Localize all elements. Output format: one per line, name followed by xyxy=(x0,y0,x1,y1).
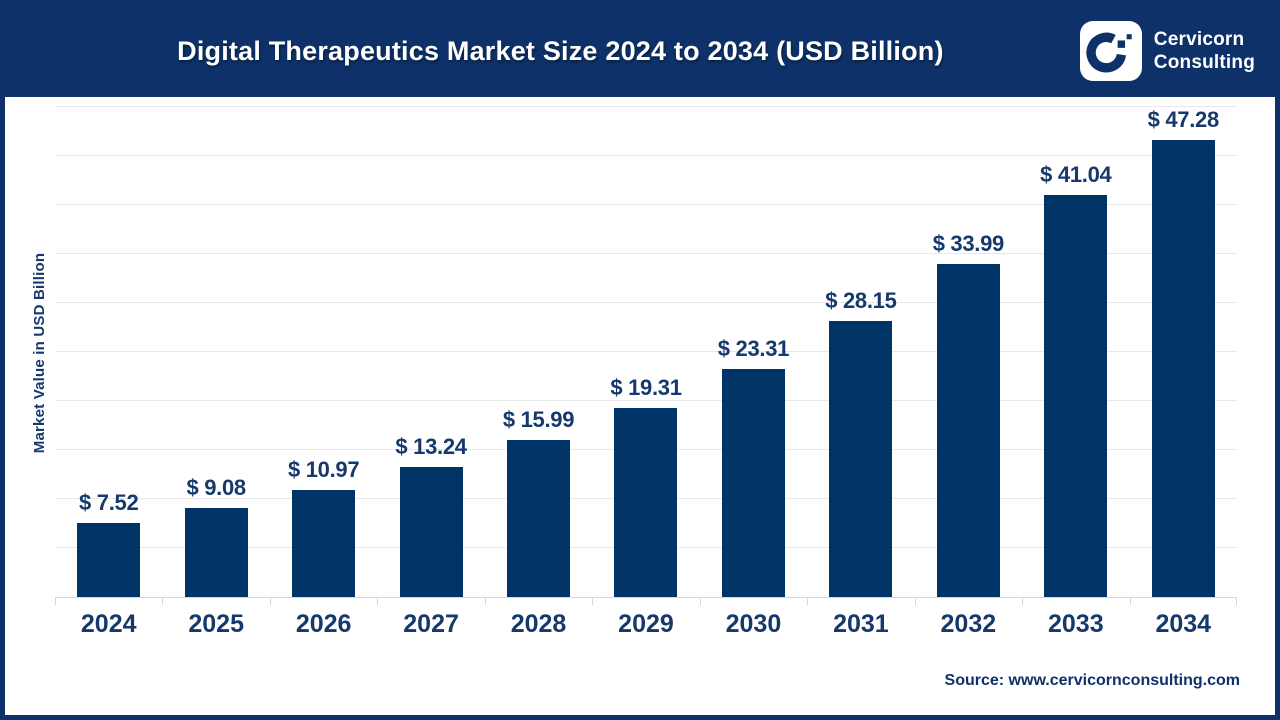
bar-2028 xyxy=(507,440,571,597)
x-axis-tick xyxy=(914,597,916,605)
gridline xyxy=(55,302,1237,303)
brand-name-line1: Cervicorn xyxy=(1153,29,1245,50)
bar-value-label: $ 28.15 xyxy=(825,288,897,314)
bar-value-label: $ 7.52 xyxy=(79,490,139,516)
x-axis-tick-label: 2031 xyxy=(833,610,889,638)
bar-group-2025: $ 9.08 xyxy=(162,107,269,597)
bar-value-label: $ 13.24 xyxy=(395,434,467,460)
bar-group-2032: $ 33.99 xyxy=(915,107,1022,597)
gridline xyxy=(55,204,1237,205)
x-axis-tick xyxy=(699,597,701,605)
y-axis-title: Market Value in USD Billion xyxy=(31,252,48,454)
bar-2025 xyxy=(184,508,248,597)
gridline xyxy=(55,351,1237,352)
bar-series: $ 7.52 $ 9.08 $ 10.97 $ 13.24 $ 15.99 $ 19.31… xyxy=(55,107,1237,597)
bar-2030 xyxy=(721,368,785,597)
bar-value-label: $ 33.99 xyxy=(932,230,1005,256)
bar-2034 xyxy=(1151,140,1215,597)
bar-2027 xyxy=(399,467,463,597)
bar-group-2034: $ 47.28 xyxy=(1130,107,1237,597)
bar-value-label: $ 19.31 xyxy=(610,374,682,400)
gridline xyxy=(55,400,1237,401)
x-axis-tick-label: 2032 xyxy=(940,610,997,638)
bar-2024 xyxy=(77,523,141,597)
bar-group-2033: $ 41.04 xyxy=(1022,107,1129,597)
x-axis-tick-label: 2025 xyxy=(188,610,244,638)
bar-2033 xyxy=(1044,194,1108,597)
x-axis-tick-label: 2024 xyxy=(80,610,137,638)
bar-group-2029: $ 19.31 xyxy=(592,107,699,597)
bar-2031 xyxy=(829,321,893,597)
bar-2032 xyxy=(936,263,1000,597)
x-axis-tick xyxy=(484,597,486,605)
gridline xyxy=(55,106,1237,107)
x-axis-tick-label: 2033 xyxy=(1047,610,1104,638)
gridline xyxy=(55,155,1237,156)
bar-value-label: $ 23.31 xyxy=(717,335,790,361)
x-axis-tick-label: 2034 xyxy=(1155,610,1212,638)
bar-2026 xyxy=(292,489,356,597)
bar-value-label: $ 10.97 xyxy=(287,456,360,482)
x-axis-labels: 2024 2025 2026 2027 2028 2029 2030 2031 2032 2033… xyxy=(55,610,1237,639)
bar-group-2031: $ 28.15 xyxy=(807,107,914,597)
gridline xyxy=(55,253,1237,254)
bar-value-label: $ 47.28 xyxy=(1147,107,1220,132)
x-axis-tick xyxy=(377,597,379,605)
brand-name: Cervicorn Consulting xyxy=(1154,28,1255,74)
bar-group-2028: $ 15.99 xyxy=(485,107,592,597)
source-note: Source: www.cervicornconsulting.com xyxy=(944,672,1240,689)
bar-value-label: $ 15.99 xyxy=(502,407,575,433)
plot-area: $ 7.52 $ 9.08 $ 10.97 $ 13.24 $ 15.99 $ 19.31… xyxy=(55,106,1237,605)
bar-group-2027: $ 13.24 xyxy=(377,107,484,597)
x-axis-tick xyxy=(592,597,594,605)
x-axis-tick xyxy=(1129,597,1131,605)
bar-2029 xyxy=(614,407,678,597)
bar-group-2030: $ 23.31 xyxy=(700,107,807,597)
brand-logo: Cervicorn Consulting xyxy=(1079,21,1255,81)
bar-group-2026: $ 10.97 xyxy=(270,107,377,597)
x-axis-tick-label: 2027 xyxy=(403,610,459,638)
bar-value-label: $ 41.04 xyxy=(1040,161,1112,187)
bar-group-2024: $ 7.52 xyxy=(55,107,162,597)
bar-value-label: $ 9.08 xyxy=(186,475,246,501)
header-bar: Digital Therapeutics Market Size 2024 to… xyxy=(5,5,1275,97)
page-title: Digital Therapeutics Market Size 2024 to… xyxy=(177,35,944,66)
x-axis-tick xyxy=(807,597,809,605)
x-axis-tick-label: 2026 xyxy=(295,610,352,638)
x-axis-tick-label: 2028 xyxy=(510,610,567,638)
cervicorn-logo-icon xyxy=(1079,21,1142,81)
x-axis-tick xyxy=(162,597,164,605)
x-axis-tick xyxy=(55,597,56,605)
x-axis-tick xyxy=(269,597,271,605)
brand-name-line2: Consulting xyxy=(1153,52,1255,73)
x-axis-tick-label: 2030 xyxy=(725,610,782,638)
x-axis-tick xyxy=(1022,597,1024,605)
x-axis-tick xyxy=(1236,597,1237,605)
x-axis-tick-label: 2029 xyxy=(618,610,674,638)
